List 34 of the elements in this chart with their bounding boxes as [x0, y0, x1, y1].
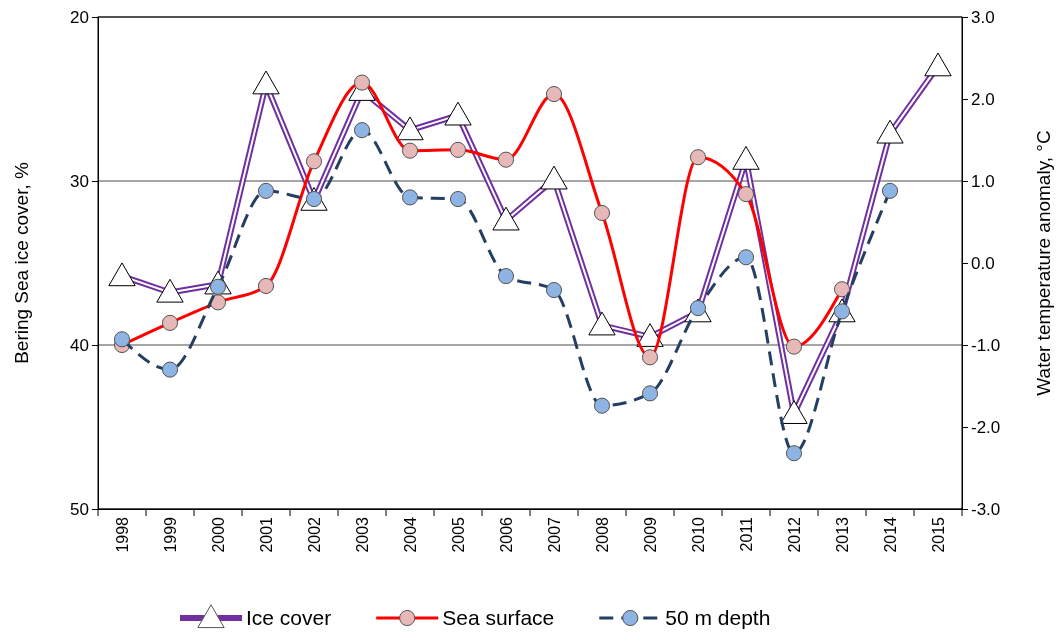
x-tick-label: 2014: [882, 516, 900, 553]
x-tick-label: 2006: [498, 516, 516, 553]
y2-axis-title: Water temperature anomaly, °C: [1033, 130, 1054, 396]
y2-tick-label: 3.0: [971, 7, 995, 27]
x-tick-label: 2010: [690, 516, 708, 553]
x-tick-label: 1999: [162, 516, 180, 553]
y-tick-label: 30: [70, 171, 89, 191]
x-tick-label: 2008: [594, 516, 612, 553]
x-tick-label: 2011: [738, 516, 756, 552]
x-tick-label: 2009: [642, 516, 660, 553]
y2-tick-label: 2.0: [971, 89, 995, 109]
x-tick-label: 2000: [210, 516, 228, 553]
y-axis-title: Bering Sea ice cover, %: [11, 162, 32, 364]
y2-tick-label: 0.0: [971, 253, 995, 273]
legend-label: Sea surface: [442, 606, 555, 630]
y2-tick-label: -3.0: [971, 499, 1001, 519]
x-tick-label: 2001: [258, 516, 276, 553]
x-tick-label: 2003: [354, 516, 372, 553]
x-tick-label: 2012: [786, 516, 804, 553]
y2-tick-label: -2.0: [971, 417, 1001, 437]
legend-label: 50 m depth: [665, 606, 771, 630]
x-tick-label: 2004: [402, 516, 420, 553]
y2-tick-label: -1.0: [971, 335, 1001, 355]
y-tick-label: 40: [70, 335, 89, 355]
x-tick-label: 2015: [930, 516, 948, 553]
legend-label: Ice cover: [246, 606, 332, 630]
x-tick-label: 2007: [546, 516, 564, 553]
x-tick-label: 2013: [834, 516, 852, 553]
x-tick-label: 2005: [450, 516, 468, 553]
x-tick-label: 2002: [306, 516, 324, 553]
y-tick-label: 50: [70, 499, 89, 519]
x-tick-label: 1998: [114, 516, 132, 553]
y-tick-label: 20: [70, 7, 89, 27]
y2-tick-label: 1.0: [971, 171, 995, 191]
